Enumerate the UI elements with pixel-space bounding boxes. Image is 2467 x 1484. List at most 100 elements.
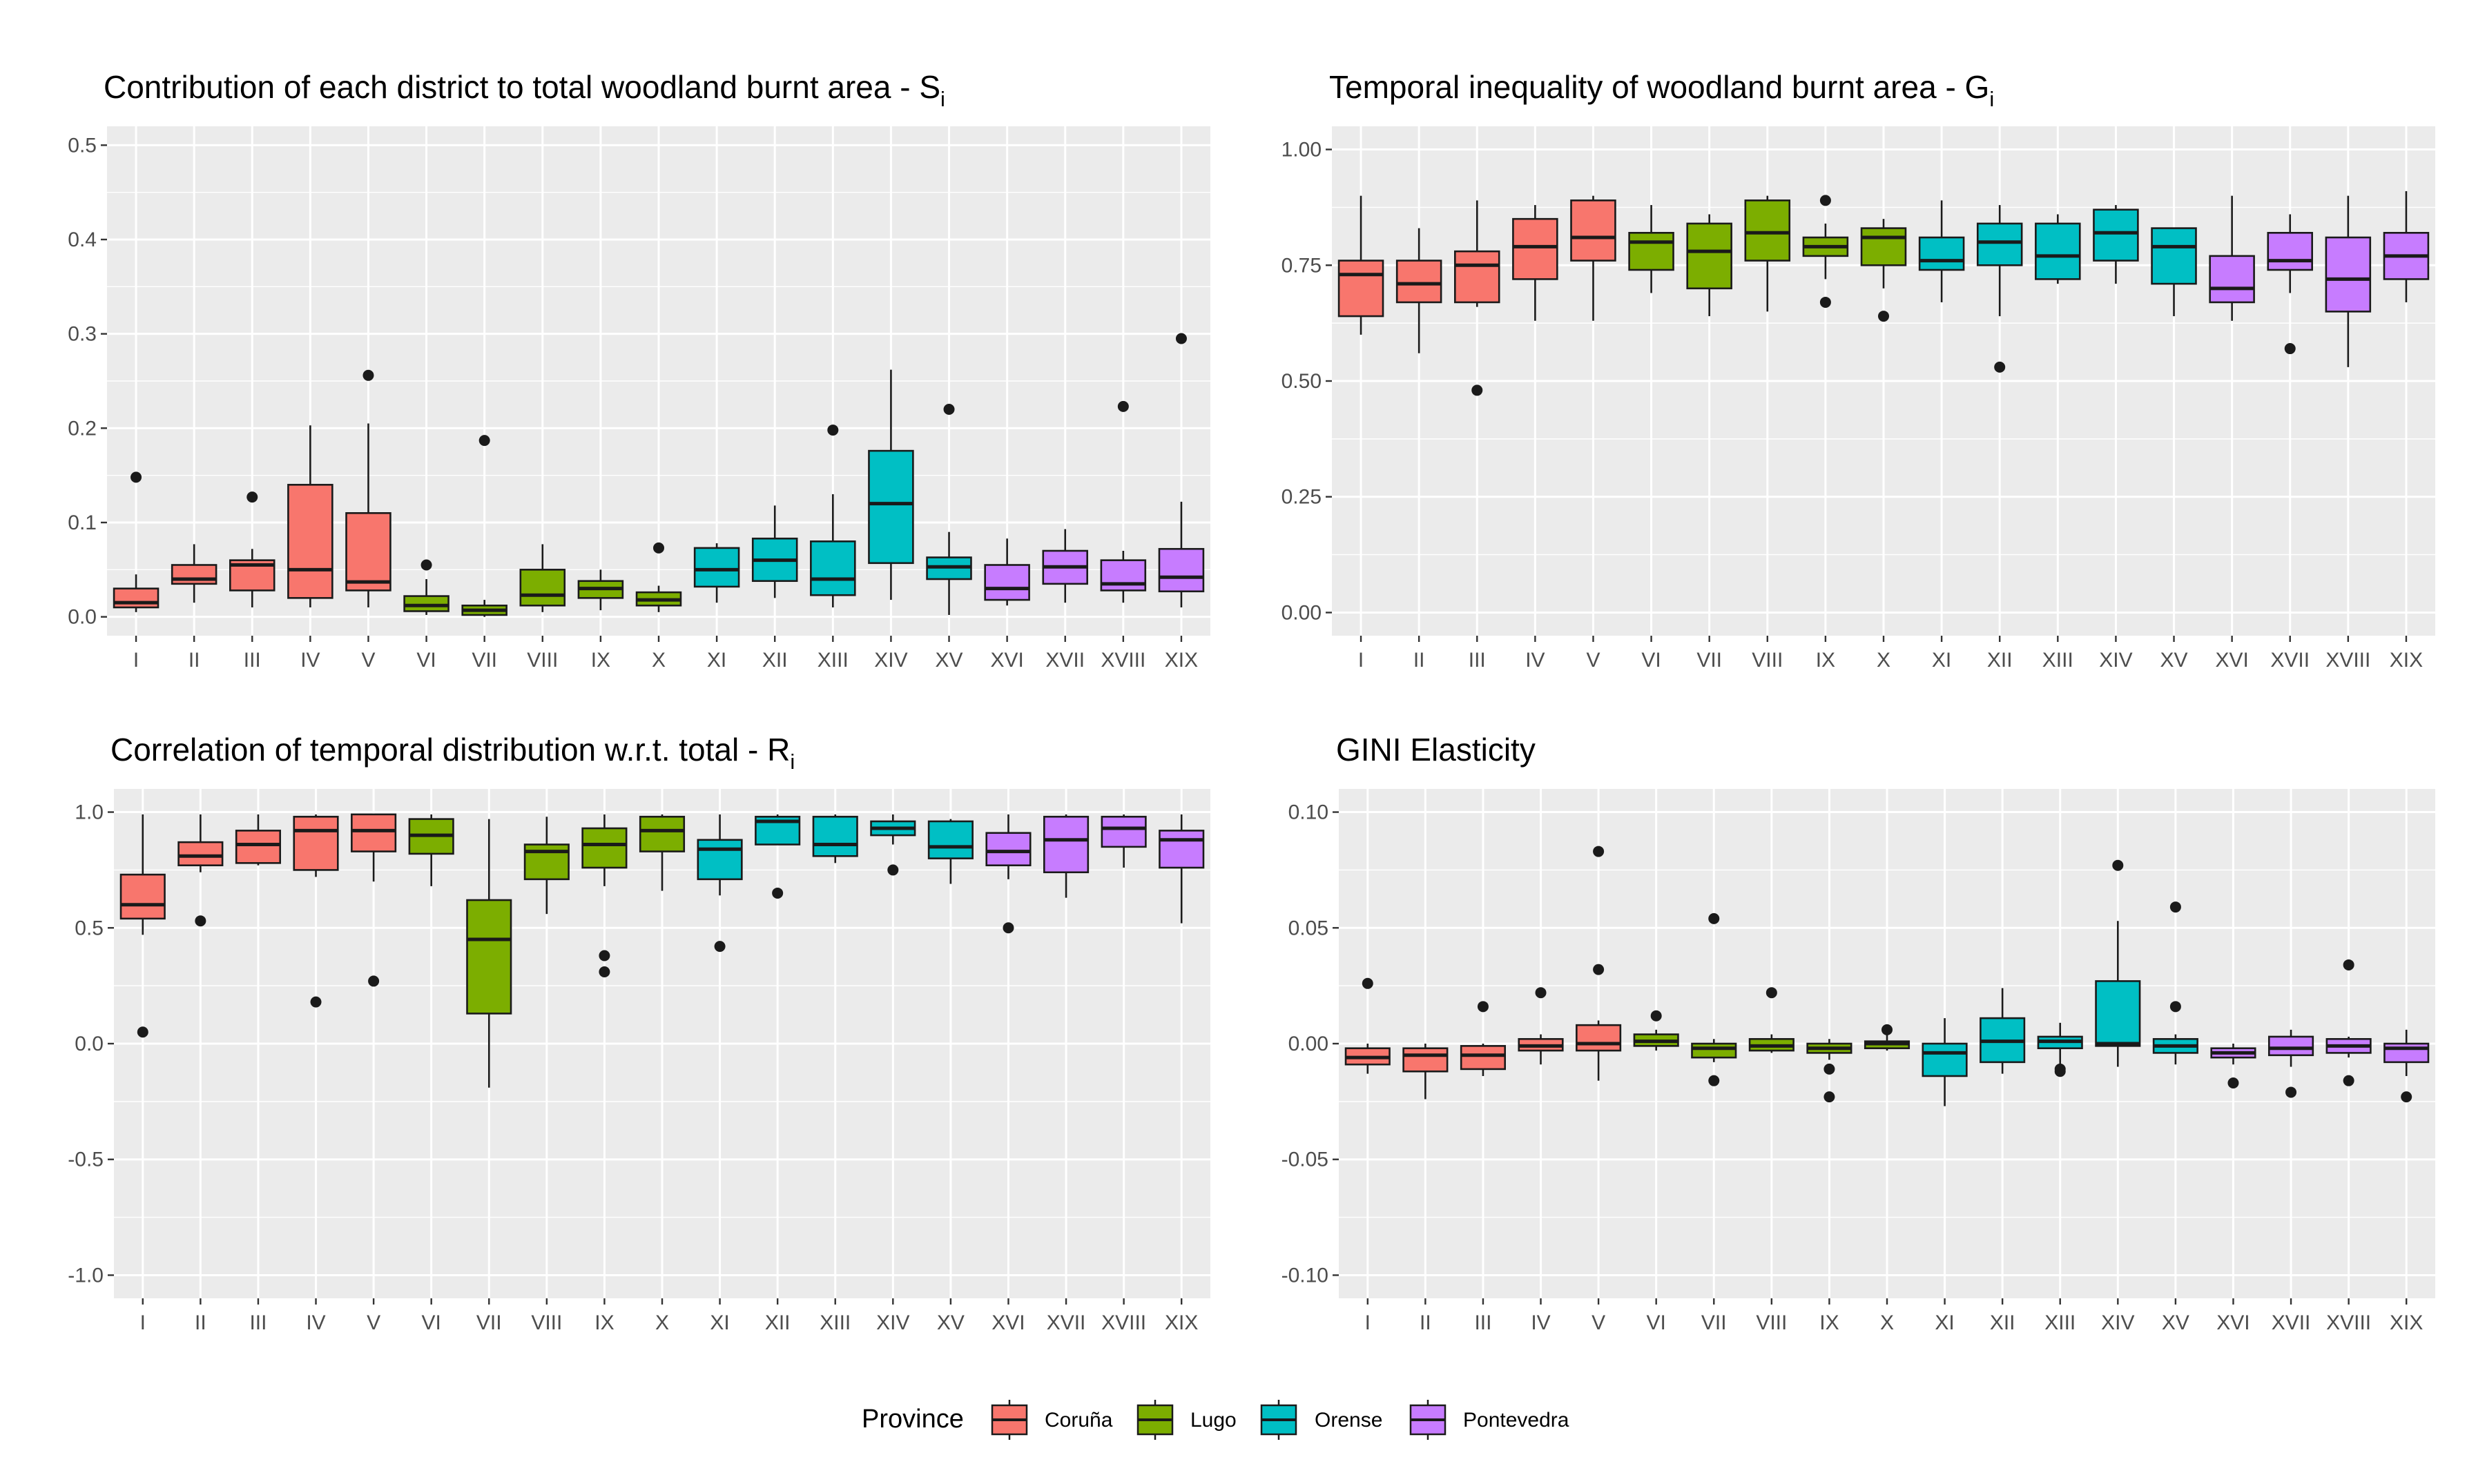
box-XIX	[1158, 547, 1205, 593]
box-VI	[403, 595, 449, 612]
outlier-point	[827, 424, 839, 436]
x-tick-label: IV	[306, 1311, 325, 1334]
outlier-point	[2285, 1086, 2297, 1098]
x-tick-label: XIV	[876, 1311, 909, 1334]
x-tick-label: X	[1880, 1311, 1894, 1334]
legend-label-lugo: Lugo	[1190, 1409, 1237, 1432]
y-tick-label: 0.2	[68, 417, 97, 440]
x-tick-label: XIV	[2099, 649, 2132, 672]
outlier-point	[1765, 987, 1777, 999]
legend-label-coruna: Coruña	[1045, 1409, 1113, 1432]
x-tick-label: VII	[1701, 1311, 1727, 1334]
x-tick-label: XIV	[2101, 1311, 2134, 1334]
box-XVI	[985, 832, 1032, 866]
box-XVI	[984, 564, 1030, 601]
y-tick-label: 0.0	[68, 606, 97, 629]
box-XVIII	[1100, 559, 1147, 592]
outlier-point	[1708, 1075, 1720, 1086]
box-V	[345, 512, 391, 592]
outlier-point	[1471, 384, 1483, 396]
x-tick-label: IV	[1525, 649, 1545, 672]
box-XI	[693, 547, 740, 588]
box-II	[1402, 1047, 1449, 1073]
y-tick-label: 0.3	[68, 323, 97, 346]
outlier-point	[943, 404, 955, 415]
outlier-point	[1593, 846, 1605, 857]
panel-title-gi: Temporal inequality of woodland burnt ar…	[1329, 69, 1994, 111]
x-tick-label: III	[249, 1311, 267, 1334]
box-V	[1570, 199, 1616, 262]
outlier-point	[1878, 311, 1889, 322]
x-tick-label: VI	[1647, 1311, 1666, 1334]
box-IV	[287, 484, 333, 599]
outlier-point	[195, 915, 206, 927]
x-tick-label: XVII	[2272, 1311, 2311, 1334]
x-tick-label: I	[133, 649, 139, 672]
x-tick-label: VII	[1696, 649, 1722, 672]
x-tick-label: XI	[710, 1311, 729, 1334]
box-XV	[927, 820, 974, 859]
x-tick-label: V	[1586, 649, 1600, 672]
box-XIV	[2095, 980, 2141, 1047]
outlier-point	[599, 950, 610, 961]
y-tick-label: -0.10	[1281, 1264, 1328, 1287]
box-VII	[466, 899, 512, 1015]
x-tick-label: IX	[1816, 649, 1835, 672]
x-tick-label: XIX	[1165, 649, 1198, 672]
box-XVII	[1043, 815, 1090, 874]
y-tick-label: -1.0	[68, 1264, 104, 1287]
x-tick-label: XV	[2162, 1311, 2189, 1334]
x-tick-label: VII	[472, 649, 497, 672]
box-VIII	[1744, 199, 1791, 262]
x-tick-label: XVIII	[2326, 1311, 2371, 1334]
box-III	[1454, 250, 1500, 304]
outlier-point	[137, 1026, 148, 1038]
y-tick-label: -0.05	[1281, 1149, 1328, 1171]
outlier-point	[1819, 296, 1831, 308]
y-tick-label: 0.4	[68, 228, 97, 251]
outlier-point	[1362, 977, 1373, 989]
x-tick-label: XII	[1990, 1311, 2015, 1334]
box-V	[351, 813, 397, 852]
x-tick-label: XVII	[1047, 1311, 1086, 1334]
legend-label-pontevedra: Pontevedra	[1463, 1409, 1569, 1432]
y-tick-label: 0.5	[68, 134, 97, 157]
y-tick-label: 0.5	[75, 917, 104, 939]
y-tick-label: 0.0	[75, 1033, 104, 1055]
x-tick-label: III	[1474, 1311, 1491, 1334]
panel-title-gini: GINI Elasticity	[1336, 732, 1536, 768]
y-tick-label: 0.05	[1288, 917, 1328, 939]
box-XII	[1976, 222, 2023, 266]
box-XI	[1922, 1042, 1968, 1077]
x-tick-label: V	[1592, 1311, 1605, 1334]
x-tick-label: XII	[1987, 649, 2013, 672]
outlier-point	[130, 471, 142, 483]
outlier-point	[246, 491, 258, 503]
outlier-point	[2169, 1001, 2181, 1013]
x-tick-label: XVI	[991, 1311, 1025, 1334]
box-X	[639, 815, 686, 852]
x-tick-label: XIII	[2044, 1311, 2076, 1334]
box-VIII	[523, 843, 570, 881]
x-tick-label: IV	[1531, 1311, 1550, 1334]
y-tick-label: 1.00	[1281, 139, 1322, 162]
y-tick-label: 0.10	[1288, 801, 1328, 824]
box-XIV	[2093, 208, 2139, 262]
y-tick-label: 0.1	[68, 511, 97, 534]
x-tick-label: IV	[300, 649, 320, 672]
box-II	[1395, 260, 1442, 304]
box-XIX	[1159, 830, 1205, 869]
outlier-point	[362, 369, 374, 381]
outlier-point	[2227, 1077, 2239, 1089]
x-tick-label: VIII	[527, 649, 558, 672]
x-tick-label: XII	[765, 1311, 791, 1334]
box-VII	[1686, 222, 1732, 290]
box-XI	[1918, 236, 1965, 271]
x-tick-label: X	[652, 649, 666, 672]
x-tick-label: V	[361, 649, 375, 672]
outlier-point	[1477, 1001, 1489, 1013]
box-XVI	[2209, 255, 2255, 304]
x-tick-label: II	[195, 1311, 206, 1334]
outlier-point	[1003, 922, 1014, 934]
